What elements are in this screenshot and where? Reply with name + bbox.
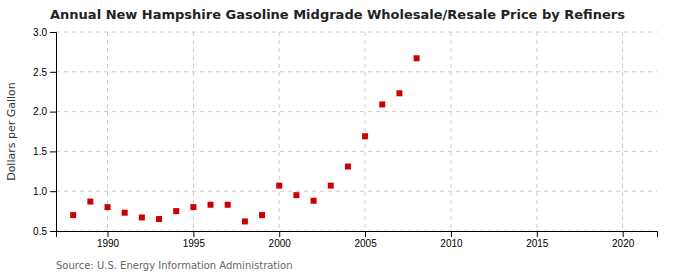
tick-label: 2005 (354, 238, 377, 249)
tick-label: 2000 (269, 238, 292, 249)
grid-line (56, 32, 657, 33)
point (311, 198, 317, 204)
grid-line (56, 111, 657, 112)
point (122, 210, 128, 216)
point (362, 133, 368, 139)
tick: 2005 (354, 231, 377, 249)
title: Annual New Hampshire Gasoline Midgrade W… (50, 7, 625, 22)
grid-line (536, 32, 537, 231)
tick-label: 1990 (97, 238, 120, 249)
axis-line (50, 33, 57, 232)
point (208, 202, 214, 208)
point (345, 164, 351, 170)
axis-line (57, 232, 658, 238)
point (242, 218, 248, 224)
point (105, 204, 111, 210)
tick-mark (451, 231, 452, 237)
point (414, 55, 420, 61)
grid-line (107, 32, 108, 231)
point (139, 214, 145, 220)
points (70, 55, 419, 224)
tick: 1995 (183, 231, 206, 249)
tick-mark (50, 72, 56, 73)
tick-mark (193, 231, 194, 237)
tick: 3.0 (33, 27, 56, 38)
tick: 1990 (97, 231, 120, 249)
grid-line (450, 32, 451, 231)
tick-label: 1.0 (33, 186, 47, 197)
tick-mark (108, 231, 109, 237)
tick-label: 3.0 (33, 27, 47, 38)
tick-label: 2.5 (33, 67, 47, 78)
point (70, 212, 76, 218)
point (190, 204, 196, 210)
grid-line (56, 71, 657, 72)
point (276, 183, 282, 189)
tick-mark (279, 231, 280, 237)
grid (56, 32, 657, 231)
point (156, 216, 162, 222)
grid-line (193, 32, 194, 231)
plot: 1990 1995 2000 2005 2010 2015 2020 0.5 1.0 1.5 2.0… (33, 27, 657, 249)
tick-label: 1.5 (33, 146, 47, 157)
tick: 2010 (440, 231, 463, 249)
tick-label: 2015 (526, 238, 549, 249)
tick-mark (50, 32, 56, 33)
tick-mark (623, 231, 624, 237)
tick: 1.0 (33, 186, 56, 197)
tick: 0.5 (33, 226, 56, 237)
point (396, 90, 402, 96)
y-axis: 0.5 1.0 1.5 2.0 2.5 3.0 (33, 27, 56, 237)
point (259, 212, 265, 218)
tick: 2.0 (33, 106, 56, 117)
tick: 2015 (526, 231, 549, 249)
chart: 1990 1995 2000 2005 2010 2015 2020 0.5 1.0 1.5 2.0… (0, 0, 675, 275)
tick-mark (50, 231, 56, 232)
tick-mark (365, 231, 366, 237)
point (328, 183, 334, 189)
tick: 2020 (612, 231, 635, 249)
tick: 1.5 (33, 146, 56, 157)
annotation: Source: U.S. Energy Information Administ… (56, 260, 293, 271)
tick: 2000 (269, 231, 292, 249)
tick-mark (50, 191, 56, 192)
point (87, 199, 93, 205)
grid-line (56, 191, 657, 192)
tick-label: 2.0 (33, 106, 47, 117)
tick-mark (537, 231, 538, 237)
tick-label: 1995 (183, 238, 206, 249)
grid-line (279, 32, 280, 231)
point (225, 202, 231, 208)
y-axis-title: Dollars per Gallon (5, 82, 18, 181)
point (379, 101, 385, 107)
grid-line (622, 32, 623, 231)
point (173, 208, 179, 214)
x-axis: 1990 1995 2000 2005 2010 2015 2020 (57, 231, 658, 249)
tick-mark (50, 112, 56, 113)
tick-label: 2010 (440, 238, 463, 249)
tick: 2.5 (33, 67, 56, 78)
point (293, 192, 299, 198)
grid-line (365, 32, 366, 231)
tick-label: 2020 (612, 238, 635, 249)
tick-mark (50, 151, 56, 152)
tick-label: 0.5 (33, 226, 47, 237)
grid-line (56, 151, 657, 152)
